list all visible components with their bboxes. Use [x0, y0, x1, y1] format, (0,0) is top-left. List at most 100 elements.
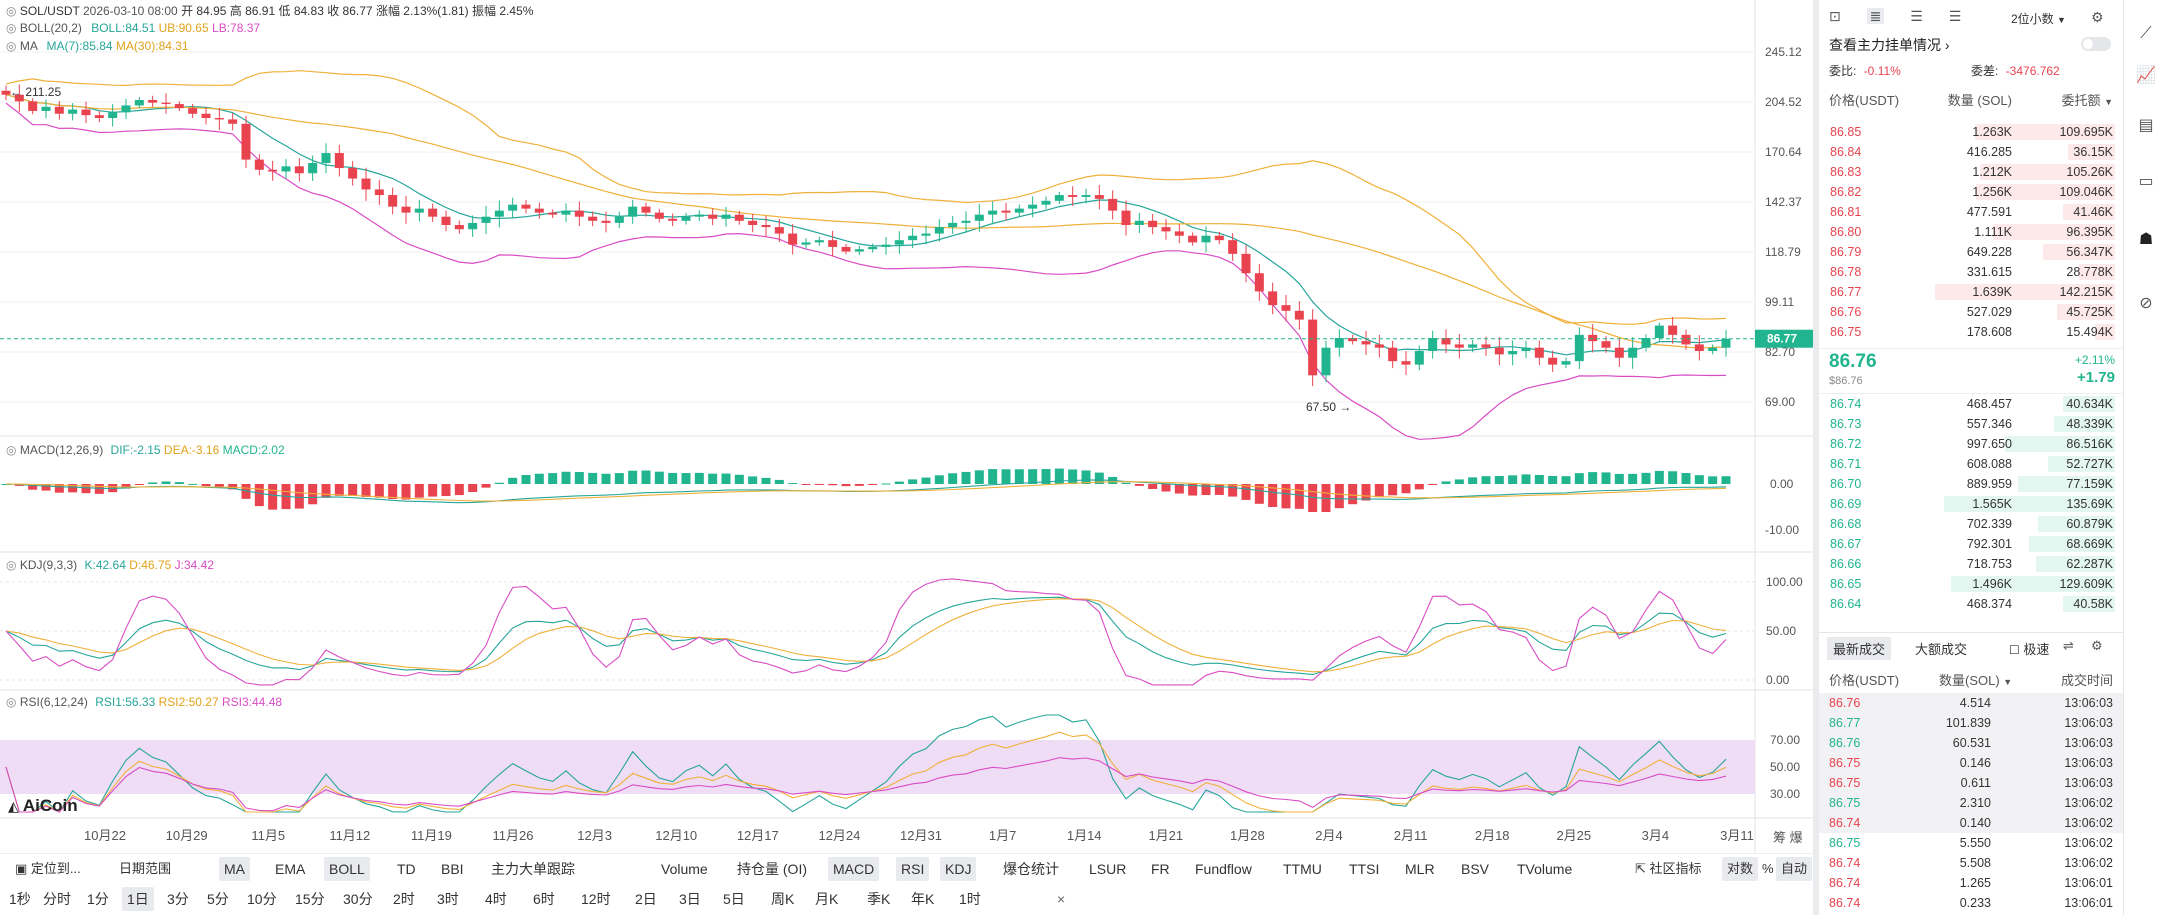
view-asks-icon[interactable]: ☰	[1948, 8, 1962, 24]
ask-row[interactable]: 86.85 1.263K 109.695K	[1819, 122, 2123, 142]
eye-icon[interactable]: ◎	[6, 4, 17, 18]
card-icon[interactable]: ▭	[2138, 173, 2154, 190]
interval-18[interactable]: 月K	[815, 891, 839, 907]
cycle-icon[interactable]: ⊘	[2139, 295, 2153, 312]
trend-icon[interactable]: ⟋	[2140, 25, 2152, 42]
bid-row[interactable]: 86.66 718.753 62.287K	[1819, 554, 2123, 574]
ask-row[interactable]: 86.79 649.228 56.347K	[1819, 242, 2123, 262]
ask-row[interactable]: 86.77 1.639K 142.215K	[1819, 282, 2123, 302]
interval-13[interactable]: 12时	[581, 891, 611, 907]
interval-5[interactable]: 5分	[207, 891, 229, 907]
bid-row[interactable]: 86.74 468.457 40.634K	[1819, 394, 2123, 414]
interval-6[interactable]: 10分	[247, 891, 277, 907]
view-both-icon[interactable]: ⊡	[1829, 8, 1841, 24]
bid-row[interactable]: 86.72 997.650 86.516K	[1819, 434, 2123, 454]
bid-row[interactable]: 86.67 792.301 68.669K	[1819, 534, 2123, 554]
bid-row[interactable]: 86.68 702.339 60.879K	[1819, 514, 2123, 534]
chart-area[interactable]: 245.12 204.52 170.64 142.37 118.79 99.11 82.70…	[0, 0, 1813, 915]
interval-20[interactable]: 年K	[911, 891, 935, 907]
ask-row[interactable]: 86.76 527.029 45.725K	[1819, 302, 2123, 322]
kline-chart[interactable]: 245.12 204.52 170.64 142.37 118.79 99.11 82.70…	[0, 0, 1813, 853]
ask-row[interactable]: 86.78 331.615 28.778K	[1819, 262, 2123, 282]
percent-toggle[interactable]: %	[1762, 861, 1774, 876]
locate-button[interactable]: ▣ 定位到...	[10, 857, 86, 881]
community-indicator-button[interactable]: ⇱ 社区指标	[1630, 857, 1707, 881]
interval-17[interactable]: 周K	[771, 891, 795, 907]
interval-7[interactable]: 15分	[295, 891, 325, 907]
filter-icon[interactable]: ⇌	[2063, 638, 2074, 653]
eye-icon[interactable]: ◎	[6, 558, 17, 572]
interval-3[interactable]: 1日	[122, 887, 154, 911]
sub-indicator-6[interactable]: LSUR	[1089, 861, 1127, 877]
ask-row[interactable]: 86.80 1.111K 96.395K	[1819, 222, 2123, 242]
chart-line-icon[interactable]: 📈	[2136, 67, 2156, 84]
ask-row[interactable]: 86.82 1.256K 109.046K	[1819, 182, 2123, 202]
main-orders-link[interactable]: 查看主力挂单情况 ›	[1829, 35, 1950, 55]
log-scale-toggle[interactable]: 对数	[1722, 857, 1759, 881]
settings-gear-icon[interactable]: ⚙	[2091, 9, 2104, 25]
bid-row[interactable]: 86.64 468.374 40.58K	[1819, 594, 2123, 614]
indicator-4[interactable]: BBI	[441, 861, 464, 877]
date-range-button[interactable]: 日期范围	[119, 861, 172, 876]
trades-col-qty[interactable]: 数量(SOL) ▼	[1939, 670, 2012, 689]
indicator-0[interactable]: MA	[219, 857, 250, 881]
interval-4[interactable]: 3分	[167, 891, 189, 907]
indicator-5[interactable]: 主力大单跟踪	[491, 861, 575, 877]
sub-indicator-12[interactable]: BSV	[1461, 861, 1490, 877]
interval-11[interactable]: 4时	[485, 891, 507, 907]
interval-1[interactable]: 分时	[43, 891, 71, 907]
eye-icon[interactable]: ◎	[6, 21, 17, 35]
sub-indicator-9[interactable]: TTMU	[1283, 861, 1322, 877]
tab-latest-trades[interactable]: 最新成交	[1827, 637, 1892, 660]
sub-indicator-7[interactable]: FR	[1151, 861, 1170, 877]
precision-select[interactable]: 2位小数 ▼	[2011, 10, 2066, 27]
interval-8[interactable]: 30分	[343, 891, 373, 907]
sub-indicator-3[interactable]: RSI	[896, 857, 930, 881]
bid-row[interactable]: 86.70 889.959 77.159K	[1819, 474, 2123, 494]
sub-indicator-13[interactable]: TVolume	[1517, 861, 1573, 877]
indicator-1[interactable]: EMA	[275, 861, 306, 877]
sub-indicator-8[interactable]: Fundflow	[1195, 861, 1252, 877]
settings-gear-icon[interactable]: ⚙	[2091, 638, 2103, 653]
col-total-header[interactable]: 委托额 ▼	[2061, 90, 2113, 109]
ask-row[interactable]: 86.81 477.591 41.46K	[1819, 202, 2123, 222]
ask-row[interactable]: 86.75 178.608 15.494K	[1819, 322, 2123, 342]
sub-indicator-10[interactable]: TTSI	[1349, 861, 1380, 877]
bid-row[interactable]: 86.73 557.346 48.339K	[1819, 414, 2123, 434]
eye-icon[interactable]: ◎	[6, 695, 17, 709]
sub-indicator-2[interactable]: MACD	[828, 857, 880, 881]
main-orders-toggle[interactable]	[2081, 37, 2111, 51]
view-split-icon[interactable]: ≣	[1866, 8, 1885, 24]
panel-splitter[interactable]	[1813, 0, 1819, 915]
fast-checkbox[interactable]: ☐ 极速	[2009, 639, 2049, 658]
sub-indicator-1[interactable]: 持仓量 (OI)	[737, 861, 807, 877]
auto-scale-toggle[interactable]: 自动	[1776, 857, 1813, 881]
bid-row[interactable]: 86.71 608.088 52.727K	[1819, 454, 2123, 474]
interval-16[interactable]: 5日	[723, 891, 745, 907]
sub-indicator-5[interactable]: 爆仓统计	[1003, 861, 1059, 877]
robot-icon[interactable]: ☗	[2138, 231, 2154, 248]
close-interval-button[interactable]: ×	[1057, 891, 1066, 907]
interval-9[interactable]: 2时	[393, 891, 415, 907]
ask-row[interactable]: 86.83 1.212K 105.26K	[1819, 162, 2123, 182]
sub-indicator-4[interactable]: KDJ	[940, 857, 977, 881]
eye-icon[interactable]: ◎	[6, 443, 17, 457]
indicator-2[interactable]: BOLL	[324, 857, 370, 881]
indicator-3[interactable]: TD	[397, 861, 416, 877]
interval-12[interactable]: 6时	[533, 891, 555, 907]
eye-icon[interactable]: ◎	[6, 39, 17, 53]
view-bids-icon[interactable]: ☰	[1910, 8, 1923, 24]
tab-large-trades[interactable]: 大额成交	[1915, 642, 1968, 657]
ask-row[interactable]: 86.84 416.285 36.15K	[1819, 142, 2123, 162]
sub-indicator-0[interactable]: Volume	[661, 861, 708, 877]
interval-15[interactable]: 3日	[679, 891, 701, 907]
interval-14[interactable]: 2日	[635, 891, 657, 907]
interval-21[interactable]: 1时	[959, 891, 981, 907]
bid-row[interactable]: 86.69 1.565K 135.69K	[1819, 494, 2123, 514]
chart-box-icon[interactable]: ▤	[2138, 117, 2154, 134]
interval-10[interactable]: 3时	[437, 891, 459, 907]
bid-row[interactable]: 86.65 1.496K 129.609K	[1819, 574, 2123, 594]
interval-19[interactable]: 季K	[867, 891, 891, 907]
interval-2[interactable]: 1分	[87, 891, 109, 907]
sub-indicator-11[interactable]: MLR	[1405, 861, 1435, 877]
